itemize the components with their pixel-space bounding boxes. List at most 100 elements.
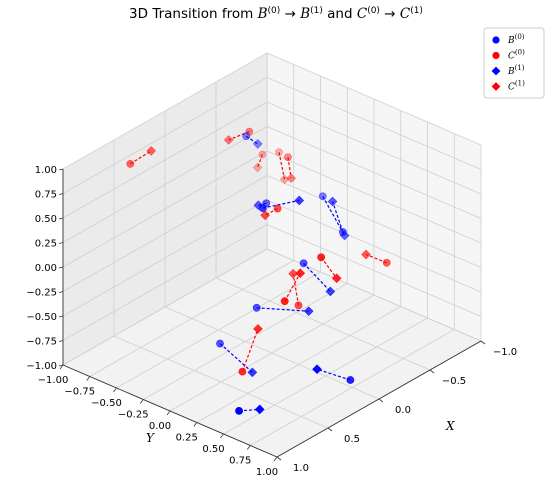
title-arrow-1: → (280, 6, 300, 22)
b1-point (325, 286, 336, 297)
x-tick-mark (276, 456, 282, 461)
z-tick-mark (58, 193, 64, 195)
y-tick-label: 1.00 (256, 467, 278, 478)
grid-line (266, 199, 482, 293)
title-b0: B (257, 6, 268, 22)
c-transition-line (287, 157, 292, 179)
title-b0-sup: (0) (268, 6, 281, 16)
c1-point (361, 249, 371, 260)
y-tick-mark (220, 433, 224, 439)
grid-line (116, 271, 321, 389)
c-transition-line (129, 150, 152, 165)
y-tick-label: −0.50 (91, 398, 122, 409)
grid-line (62, 52, 268, 170)
c0-point (245, 127, 254, 136)
grid-line (266, 52, 482, 146)
grid-line (250, 329, 455, 446)
legend-label: B(0) (507, 33, 525, 46)
legend-label: C(1) (508, 80, 525, 93)
title-and: and (323, 6, 357, 22)
tick-labels: −1.0−0.50.00.51.0−1.00−0.75−0.50−0.250.0… (26, 165, 517, 478)
title-arrow-2: → (380, 6, 400, 22)
grid-line (143, 283, 348, 400)
z-tick-label: 0.25 (35, 239, 57, 250)
x-tick-label: 0.5 (344, 434, 360, 445)
b0-point (299, 259, 308, 268)
c1-point (295, 268, 306, 279)
legend-circle-marker (492, 36, 500, 44)
x-tick-label: 0.0 (395, 405, 411, 416)
x-tick-mark (378, 398, 384, 403)
y-tick-mark (273, 456, 278, 462)
grid-line (62, 224, 268, 341)
c0-point (275, 148, 283, 157)
x-tick-label: −1.0 (493, 347, 517, 358)
b1-point (294, 195, 305, 206)
c0-point (382, 258, 391, 267)
c1-point (288, 268, 298, 279)
b0-point (242, 132, 251, 141)
z-tick-label: 0.00 (35, 263, 57, 274)
z-tick-mark (58, 364, 64, 367)
grid-line (62, 175, 268, 292)
b0-point (216, 339, 224, 348)
b0-point (318, 192, 327, 201)
legend-label: C(0) (508, 49, 525, 62)
legend: B(0) C(0) B(1) C(1) (483, 27, 545, 99)
x-tick-label: 1.0 (293, 463, 309, 474)
z-tick-label: 1.00 (35, 165, 57, 176)
b-transition-line (245, 135, 259, 145)
grid-line (62, 101, 268, 219)
grid-line (62, 150, 268, 268)
b-transition-line (331, 201, 344, 233)
z-tick-mark (58, 168, 64, 171)
z-tick-label: 0.50 (35, 214, 57, 225)
grid-line (62, 199, 268, 317)
chart-title: 3D Transition from B(0) → B(1) and C(0) … (129, 6, 423, 22)
b1-point (252, 139, 263, 149)
y-tick-label: 0.75 (229, 456, 251, 467)
y-tick-label: 0.25 (176, 433, 198, 444)
legend-circle-marker (492, 51, 500, 60)
grid-line (266, 126, 482, 219)
y-tick-label: −0.25 (118, 410, 149, 421)
c0-point (317, 253, 326, 262)
grid-line (266, 101, 482, 195)
b0-point (338, 228, 347, 236)
z-tick-label: 0.75 (35, 190, 57, 201)
b1-point (327, 196, 338, 207)
c-transition-line (256, 154, 263, 168)
z-tick-mark (58, 340, 64, 342)
c1-point (253, 324, 263, 334)
b0-point (235, 406, 243, 415)
c1-point (279, 174, 290, 185)
b0-point (252, 303, 261, 312)
y-tick-mark (139, 399, 144, 404)
grid-line (169, 294, 375, 412)
axis-panes (63, 53, 481, 457)
c0-point (284, 153, 292, 162)
z-tick-label: −0.50 (26, 312, 57, 323)
title-c0: C (357, 6, 368, 22)
x-tick-mark (429, 369, 435, 374)
x-tick-mark (480, 340, 486, 345)
title-b1-sup: (1) (310, 6, 323, 16)
c1-point (331, 273, 342, 284)
legend-box (483, 27, 545, 99)
y-tick-label: 0.50 (202, 444, 224, 455)
y-tick-label: −1.00 (38, 375, 69, 386)
b-transition-line (303, 262, 331, 292)
c0-point (238, 367, 247, 376)
c1-point (286, 173, 296, 184)
grid-line (89, 260, 294, 377)
z-tick-mark (58, 315, 64, 318)
y-tick-mark (59, 364, 64, 370)
b1-point (247, 367, 258, 378)
c-transition-line (241, 328, 259, 372)
c0-point (258, 150, 267, 159)
c1-point (146, 146, 157, 156)
x-axis-label: X (445, 419, 455, 433)
y-tick-mark (166, 410, 171, 416)
b-transition-line (256, 307, 309, 312)
y-tick-mark (113, 387, 117, 393)
